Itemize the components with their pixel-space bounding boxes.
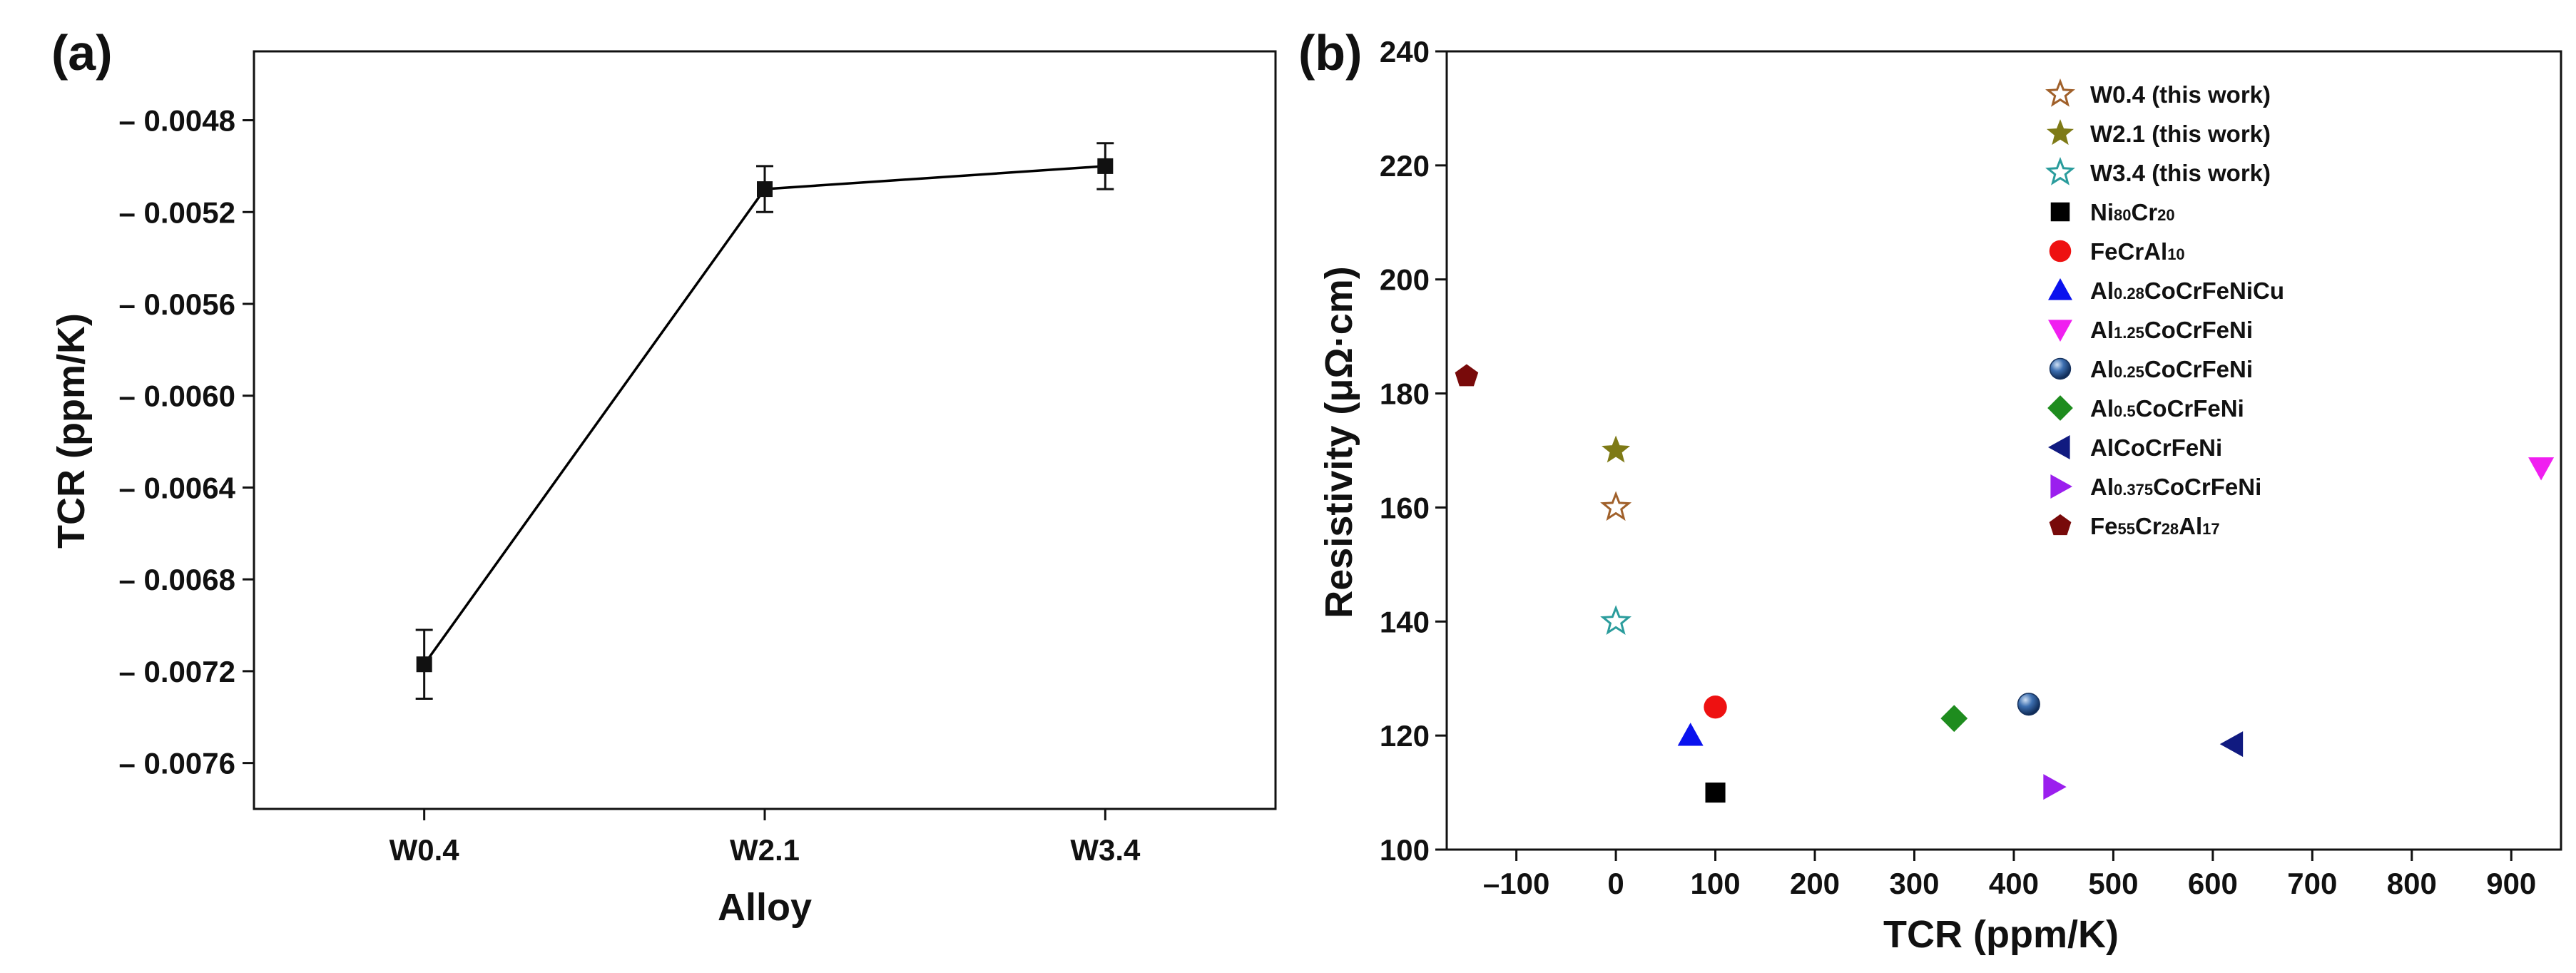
panel-a-x-axis: W0.4 W2.1 W3.4 <box>390 809 1141 867</box>
panel-b-point <box>1677 723 1704 746</box>
panel-b-legend: W0.4 (this work) W2.1 (this work) W3.4 (th… <box>2045 78 2284 539</box>
panel-b-x-tick-label: 400 <box>1989 867 2039 900</box>
panel-b-legend-label: Al0.5CoCrFeNi <box>2090 395 2244 422</box>
panel-a: (a) – 0.0048– 0.0052– 0.0056– 0.0060– 0.… <box>50 25 1277 929</box>
panel-b-legend-marker <box>2049 357 2072 380</box>
panel-b-x-tick-label: 100 <box>1691 867 1741 900</box>
panel-b-legend-marker <box>2048 435 2070 459</box>
panel-a-y-tick-label: – 0.0064 <box>119 471 236 504</box>
panel-b-legend-label: Al0.25CoCrFeNi <box>2090 356 2253 382</box>
panel-a-y-axis: – 0.0048 – 0.0052 – 0.0056 – 0.0060 – 0.0064… <box>119 104 254 780</box>
panel-a-series-line <box>423 165 1106 666</box>
panel-b-y-axis: 100 120 140 160 180 200 220 240 <box>1380 35 1447 867</box>
panel-a-data-point <box>1097 158 1114 174</box>
panel-a-y-axis-title: TCR (ppm/K) <box>50 313 93 549</box>
panel-b-legend-label: Fe55Cr28Al17 <box>2090 513 2220 539</box>
panel-b-legend-marker <box>2048 320 2072 342</box>
panel-b-point <box>1602 435 1631 463</box>
panel-b-legend-marker <box>2049 514 2072 536</box>
panel-a-series <box>415 142 1114 701</box>
panel-b-point <box>1940 705 1968 733</box>
panel-b-point <box>2017 693 2040 716</box>
panel-b-x-tick-label: 300 <box>1889 867 1939 900</box>
panel-b-point <box>2219 731 2244 758</box>
panel-a-x-tick-label: W0.4 <box>390 833 460 867</box>
panel-b-x-tick-label: 200 <box>1790 867 1840 900</box>
panel-b-points <box>1455 364 2555 803</box>
panel-b-legend-marker <box>2047 395 2073 421</box>
panel-b-legend-label: AlCoCrFeNi <box>2090 434 2222 461</box>
panel-a-y-tick-label: – 0.0060 <box>119 379 236 413</box>
panel-b-x-axis-title: TCR (ppm/K) <box>1883 913 2119 956</box>
panel-b-legend-marker <box>2045 78 2075 107</box>
panel-a-x-tick-label: W3.4 <box>1070 833 1141 867</box>
panel-b-y-tick-label: 140 <box>1380 605 1430 638</box>
panel-b-x-tick-label: 800 <box>2387 867 2437 900</box>
panel-b-point <box>1600 491 1632 521</box>
panel-a-y-tick-label: – 0.0048 <box>119 104 236 138</box>
panel-b-y-tick-label: 180 <box>1380 377 1430 411</box>
panel-a-label: (a) <box>51 25 113 81</box>
panel-b-legend-label: Al0.28CoCrFeNiCu <box>2090 277 2284 304</box>
panel-b-y-tick-label: 220 <box>1380 149 1430 183</box>
panel-a-y-tick-label: – 0.0072 <box>119 655 236 688</box>
panel-b-x-axis: –100 0 100 200 300 400 500 600 700 800 900 <box>1483 850 2536 900</box>
panel-a-data-point <box>416 656 432 673</box>
panel-b: (b) 100 120 140 160 180 200 220 240 –100 0 100 200… <box>1298 25 2562 956</box>
panel-a-y-tick-label: – 0.0068 <box>119 563 236 596</box>
panel-a-x-axis-title: Alloy <box>718 886 812 929</box>
panel-b-y-tick-label: 100 <box>1380 833 1430 867</box>
panel-b-x-tick-label: 900 <box>2486 867 2536 900</box>
panel-b-point <box>2528 457 2555 481</box>
panel-b-x-tick-label: 0 <box>1607 867 1624 900</box>
panel-b-legend-label: W2.1 (this work) <box>2090 121 2271 147</box>
panel-b-legend-label: Al0.375CoCrFeNi <box>2090 474 2261 500</box>
panel-b-legend-marker <box>2049 240 2072 263</box>
panel-b-y-tick-label: 120 <box>1380 719 1430 753</box>
panel-a-y-tick-label: – 0.0052 <box>119 195 236 229</box>
panel-a-plot-frame <box>253 50 1277 810</box>
panel-b-label: (b) <box>1298 25 1362 81</box>
panel-b-y-tick-label: 200 <box>1380 263 1430 297</box>
panel-b-legend-label: FeCrAl10 <box>2090 238 2185 265</box>
panel-a-data-point <box>757 181 773 198</box>
panel-b-y-axis-title: Resistivity (μΩ·cm) <box>1318 266 1360 618</box>
panel-b-legend-label: Al1.25CoCrFeNi <box>2090 317 2253 343</box>
panel-b-x-tick-label: –100 <box>1483 867 1549 900</box>
panel-b-legend-label: W3.4 (this work) <box>2090 160 2271 186</box>
panel-a-x-tick-label: W2.1 <box>730 833 800 867</box>
panel-b-y-tick-label: 160 <box>1380 491 1430 524</box>
panel-b-legend-label: Ni80Cr20 <box>2090 199 2175 225</box>
panel-a-y-tick-label: – 0.0076 <box>119 747 236 780</box>
panel-b-legend-label: W0.4 (this work) <box>2090 81 2271 108</box>
panel-b-x-tick-label: 500 <box>2088 867 2138 900</box>
panel-b-point <box>1600 605 1632 635</box>
panel-b-legend-marker <box>2050 202 2070 222</box>
panel-b-point <box>1455 364 1479 387</box>
panel-b-point <box>2043 774 2067 800</box>
panel-b-x-tick-label: 600 <box>2188 867 2238 900</box>
panel-b-legend-marker <box>2047 119 2074 146</box>
panel-b-y-tick-label: 240 <box>1380 35 1430 68</box>
panel-b-point <box>1704 695 1727 719</box>
panel-b-legend-marker <box>2048 278 2072 300</box>
panel-b-legend-marker <box>2045 157 2075 185</box>
panel-b-legend-marker <box>2050 474 2072 499</box>
panel-b-x-tick-label: 700 <box>2287 867 2337 900</box>
panel-a-y-tick-label: – 0.0056 <box>119 287 236 321</box>
panel-b-point <box>1705 783 1726 803</box>
panel-b-plot-frame <box>1445 50 2562 851</box>
